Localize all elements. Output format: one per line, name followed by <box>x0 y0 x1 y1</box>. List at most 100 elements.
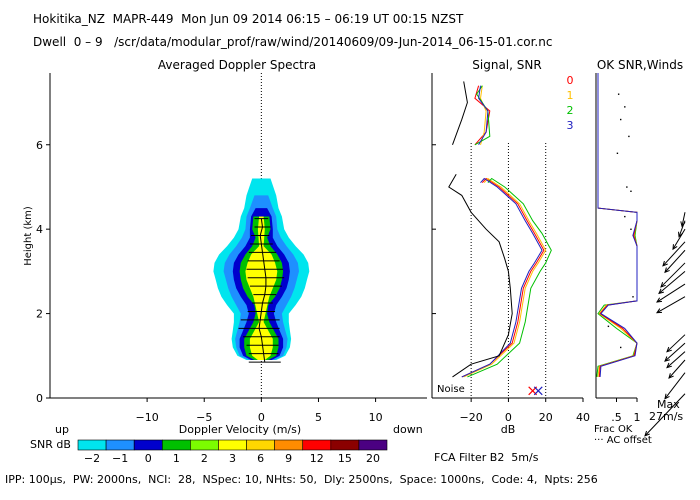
colorbar-tick-label: −2 <box>84 452 100 465</box>
noise-marker <box>533 386 543 396</box>
ok-series-3 <box>597 73 638 377</box>
ac-offset-dot <box>620 118 622 121</box>
wind-arrow <box>664 372 686 399</box>
x-tick-label: 0 <box>258 411 265 424</box>
wind-arrow <box>668 359 686 379</box>
frac-ok-label: Frac OK <box>594 424 633 435</box>
legend-number: 0 <box>567 74 574 87</box>
footer-params: IPP: 100µs, PW: 2000ns, NCI: 28, NSpec: … <box>5 473 598 486</box>
colorbar-tick-label: 0 <box>145 452 152 465</box>
signal-x-tick-label: 20 <box>539 411 553 424</box>
colorbar-tick-label: 2 <box>201 452 208 465</box>
colorbar-tick-label: 15 <box>338 452 352 465</box>
ac-offset-dot <box>620 346 622 349</box>
ok-x-tick-label: .5 <box>611 411 622 424</box>
wind-arrow-head <box>668 373 674 379</box>
signal-x-tick-label: 0 <box>505 411 512 424</box>
wind-arrow <box>666 351 686 368</box>
ac-offset-dot <box>628 135 630 138</box>
wind-arrow <box>664 249 686 273</box>
noise-label: Noise <box>437 384 465 395</box>
signal-x-tick-label: 40 <box>576 411 590 424</box>
x-tick-label: −10 <box>135 411 158 424</box>
ac-offset-dot <box>607 325 610 328</box>
colorbar-swatch <box>190 439 219 451</box>
signal-series-3 <box>461 85 543 378</box>
wind-arrow <box>644 393 686 437</box>
colorbar-tick-label: 6 <box>257 452 264 465</box>
wind-arrow-head <box>664 393 670 400</box>
x-tick-label: 10 <box>369 411 383 424</box>
ac-offset-dot <box>630 228 632 230</box>
colorbar-swatch <box>246 439 275 451</box>
ok-title: OK SNR,Winds <box>597 58 683 72</box>
colorbar-swatch <box>105 439 135 451</box>
colorbar-tick-label: 20 <box>366 452 380 465</box>
ok-series-2 <box>596 73 638 377</box>
wind-arrow-head <box>666 362 672 369</box>
colorbar-swatch <box>161 439 191 451</box>
wind-arrow-head <box>658 288 664 295</box>
max-value: 27m/s <box>649 410 683 423</box>
ac-offset-dot <box>624 106 626 108</box>
signal-series-2 <box>467 85 552 378</box>
colorbar-swatch <box>218 439 247 451</box>
y-tick-label: 4 <box>36 223 43 236</box>
wind-arrow <box>656 283 686 303</box>
colorbar-swatch <box>330 439 360 451</box>
wind-arrow-head <box>662 260 668 267</box>
ac-offset-dot <box>616 152 619 154</box>
wind-arrow <box>664 342 686 362</box>
y-tick-label: 2 <box>36 308 43 321</box>
colorbar-swatch <box>358 439 388 451</box>
colorbar-tick-label: 9 <box>285 452 292 465</box>
ac-offset-dot <box>632 296 634 298</box>
wind-arrow <box>662 241 686 267</box>
ac-offset-dot <box>617 93 620 95</box>
wind-arrow-head <box>644 430 650 437</box>
wind-arrow-head <box>678 231 683 238</box>
signal-title: Signal, SNR <box>472 58 541 72</box>
x-tick-label: −5 <box>196 411 212 424</box>
colorbar-tick-label: 12 <box>310 452 324 465</box>
ok-x-tick-label: 1 <box>634 411 641 424</box>
ac-offset-dot <box>630 190 632 192</box>
wind-arrow-head <box>660 282 666 288</box>
ok-series-0 <box>597 73 638 377</box>
wind-arrow <box>666 334 686 353</box>
spectra-mean-velocity-line <box>258 218 267 363</box>
spectra-x-label: Doppler Velocity (m/s) <box>179 423 301 436</box>
legend-number: 3 <box>567 119 574 132</box>
doppler-spectra-panel: Averaged Doppler Spectra 0 2 4 6 −10 −5 0 5 10 Hei… <box>23 58 427 436</box>
y-tick-label: 0 <box>36 392 43 405</box>
fca-filter-label: FCA Filter B2 5m/s <box>434 451 539 464</box>
wind-arrow-head <box>666 346 672 353</box>
snr-colorbar: SNR dB−2 −1 0 1 2 3 6 9 12 15 20 <box>30 438 388 465</box>
spectra-title: Averaged Doppler Spectra <box>158 58 316 72</box>
y-tick-label: 6 <box>36 139 43 152</box>
wind-arrow-head <box>656 297 663 303</box>
wind-arrow-head <box>656 308 663 314</box>
up-label: up <box>55 423 69 436</box>
header-line-1: Hokitika_NZ MAPR-449 Mon Jun 09 2014 06:… <box>33 12 464 26</box>
spectra-y-label: Height (km) <box>23 206 34 266</box>
colorbar-swatch <box>133 439 163 451</box>
colorbar-tick-label: −1 <box>112 452 128 465</box>
colorbar-swatch <box>77 439 107 451</box>
wind-arrow <box>672 228 686 250</box>
wind-arrow <box>660 262 686 288</box>
legend-number: 2 <box>567 104 574 117</box>
signal-x-label: dB <box>501 423 516 436</box>
wind-arrow-head <box>664 267 670 274</box>
x-tick-label: 5 <box>315 411 322 424</box>
signal-x-tick-label: −20 <box>460 411 483 424</box>
ac-offset-dot <box>626 186 628 188</box>
colorbar-swatch <box>302 439 332 451</box>
colorbar-label: SNR dB <box>30 438 71 451</box>
down-label: down <box>393 423 423 436</box>
wind-arrow <box>681 212 686 227</box>
colorbar-tick-label: 1 <box>173 452 180 465</box>
colorbar-tick-label: 3 <box>229 452 236 465</box>
